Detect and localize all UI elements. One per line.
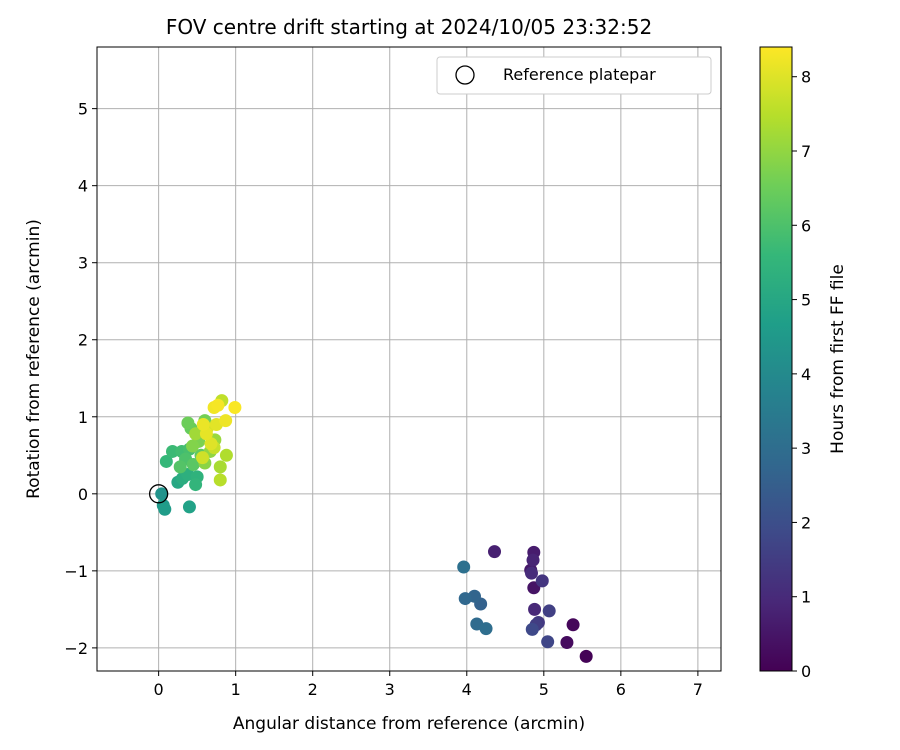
scatter-point: [189, 427, 203, 441]
scatter-point: [535, 574, 549, 588]
plot-area-frame: [96, 46, 722, 672]
grid: [97, 47, 721, 671]
data-points: [148, 394, 593, 663]
scatter-point: [525, 622, 539, 636]
colorbar-tick-label: 0: [801, 662, 811, 681]
scatter-point: [181, 416, 195, 430]
scatter-point: [219, 448, 233, 462]
scatter-point: [528, 602, 542, 616]
scatter-point: [173, 460, 187, 474]
y-tick-label: 0: [78, 485, 88, 504]
y-tick-label: 5: [78, 100, 88, 119]
colorbar: 0 1 2 3 4 5 6 7 8 Hours from first FF file: [759, 46, 848, 681]
colorbar-tick-label: 6: [801, 216, 811, 235]
x-tick-label: 4: [462, 680, 472, 699]
scatter-point: [479, 622, 493, 636]
y-tick-label: 4: [78, 177, 88, 196]
scatter-point: [159, 454, 173, 468]
y-axis-label: Rotation from reference (arcmin): [24, 219, 44, 499]
scatter-point: [228, 401, 242, 415]
scatter-point: [566, 618, 580, 632]
y-tick-label: −1: [64, 562, 88, 581]
y-tick-label: 1: [78, 408, 88, 427]
y-tick-label: −2: [64, 639, 88, 658]
scatter-point: [189, 478, 203, 492]
scatter-point: [182, 500, 196, 514]
x-tick-label: 6: [616, 680, 626, 699]
scatter-point: [155, 487, 169, 501]
x-tick-label: 3: [385, 680, 395, 699]
legend-entry-reference: Reference platepar: [503, 65, 656, 84]
legend-box: [436, 56, 712, 95]
colorbar-gradient: [759, 46, 793, 672]
scatter-point: [524, 566, 538, 580]
x-tick-label: 1: [231, 680, 241, 699]
scatter-point: [165, 444, 179, 458]
y-axis-ticks: −2 −1 0 1 2 3 4 5: [64, 100, 97, 658]
colorbar-tick-label: 5: [801, 291, 811, 310]
x-tick-label: 7: [693, 680, 703, 699]
scatter-point: [213, 460, 227, 474]
colorbar-tick-label: 8: [801, 68, 811, 87]
x-tick-label: 5: [539, 680, 549, 699]
colorbar-tick-label: 4: [801, 365, 811, 384]
colorbar-ticks: 0 1 2 3 4 5 6 7 8: [792, 68, 811, 681]
scatter-point: [196, 451, 210, 465]
x-axis-ticks: 0 1 2 3 4 5 6 7: [154, 671, 703, 699]
scatter-point: [186, 439, 200, 453]
reference-platepar-marker: [148, 484, 169, 504]
colorbar-tick-label: 3: [801, 439, 811, 458]
scatter-point: [186, 458, 200, 472]
scatter-point: [541, 635, 555, 649]
scatter-point: [542, 604, 556, 618]
scatter-point: [196, 417, 210, 431]
colorbar-tick-label: 1: [801, 588, 811, 607]
x-tick-label: 2: [308, 680, 318, 699]
scatter-point: [219, 414, 233, 428]
x-tick-label: 0: [154, 680, 164, 699]
y-tick-label: 3: [78, 254, 88, 273]
y-tick-label: 2: [78, 331, 88, 350]
legend: Reference platepar: [436, 56, 712, 95]
scatter-point: [158, 502, 172, 516]
chart-title: FOV centre drift starting at 2024/10/05 …: [166, 15, 652, 39]
scatter-point: [488, 545, 502, 559]
scatter-point: [213, 473, 227, 487]
scatter-point: [526, 553, 540, 567]
scatter-point: [579, 649, 593, 663]
colorbar-label: Hours from first FF file: [828, 264, 848, 454]
x-axis-label: Angular distance from reference (arcmin): [233, 714, 585, 734]
scatter-point: [457, 560, 471, 574]
scatter-point: [211, 398, 225, 412]
colorbar-tick-label: 7: [801, 142, 811, 161]
scatter-point: [458, 592, 472, 606]
colorbar-tick-label: 2: [801, 513, 811, 532]
scatter-point: [560, 635, 574, 649]
scatter-point: [204, 437, 218, 451]
legend-reference-marker: [455, 65, 475, 85]
